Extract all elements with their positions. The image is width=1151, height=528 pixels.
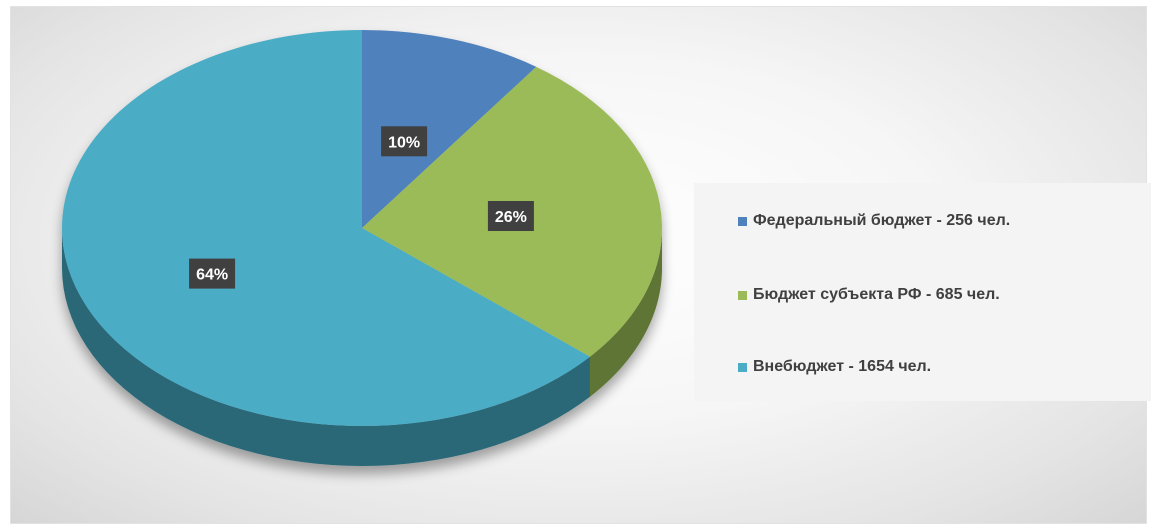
legend-label-regional: Бюджет субъекта РФ - 685 чел. (753, 286, 1000, 303)
chart-legend: Федеральный бюджет - 256 чел. Бюджет суб… (694, 183, 1151, 401)
legend-swatch-extrabudget (738, 362, 747, 372)
legend-item-regional: Бюджет субъекта РФ - 685 чел. (738, 286, 1000, 304)
legend-item-federal: Федеральный бюджет - 256 чел. (738, 212, 1010, 230)
data-label-regional: 26% (495, 209, 527, 226)
legend-swatch-regional (738, 290, 747, 300)
data-label-federal: 10% (388, 134, 420, 151)
pie-side-regional (589, 228, 662, 397)
pie-slice-extrabudget (61, 29, 590, 426)
legend-label-federal: Федеральный бюджет - 256 чел. (753, 212, 1011, 229)
data-label-box-federal (381, 126, 428, 157)
pie-side-extrabudget (62, 228, 590, 466)
data-label-extrabudget: 64% (196, 267, 228, 284)
legend-item-extrabudget: Внебюджет - 1654 чел. (738, 358, 931, 376)
pie-slice-federal (362, 30, 537, 228)
data-label-box-extrabudget (189, 258, 236, 289)
legend-swatch-federal (738, 216, 747, 226)
legend-label-extrabudget: Внебюджет - 1654 чел. (753, 358, 932, 375)
data-label-box-regional (487, 201, 534, 231)
